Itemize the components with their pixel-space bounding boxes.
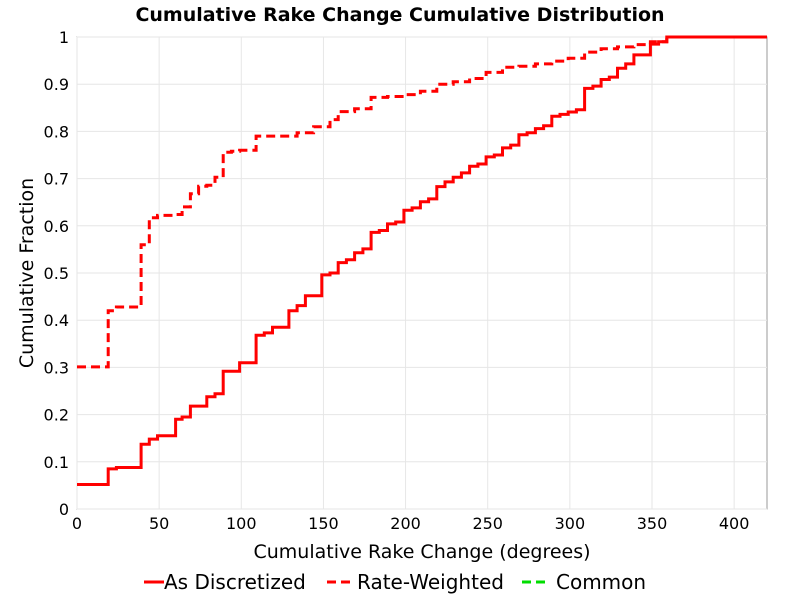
x-tick-label: 350 xyxy=(637,514,668,533)
x-tick-label: 200 xyxy=(390,514,421,533)
grid-lines xyxy=(76,36,767,510)
y-tick-label: 0.6 xyxy=(44,217,69,236)
x-tick-label: 300 xyxy=(555,514,586,533)
y-tick-label: 0 xyxy=(59,500,69,519)
y-tick-label: 0.9 xyxy=(44,75,69,94)
y-tick-label: 0.2 xyxy=(44,406,69,425)
legend: As Discretized Rate-Weighted Common xyxy=(144,570,646,594)
y-tick-label: 0.1 xyxy=(44,453,69,472)
y-tick-label: 0.8 xyxy=(44,122,69,141)
x-tick-label: 100 xyxy=(226,514,257,533)
x-axis-ticks: 0 50 100 150 200 250 300 350 400 xyxy=(72,514,750,533)
x-tick-label: 150 xyxy=(308,514,339,533)
y-tick-label: 0.5 xyxy=(44,264,69,283)
legend-label: As Discretized xyxy=(164,570,306,594)
y-axis-ticks: 0 0.1 0.2 0.3 0.4 0.5 0.6 0.7 0.8 0.9 1 xyxy=(44,28,69,519)
series-line-rate-weighted xyxy=(77,35,767,369)
y-tick-label: 0.3 xyxy=(44,358,69,377)
x-tick-label: 250 xyxy=(472,514,503,533)
y-tick-label: 1 xyxy=(59,28,69,47)
y-tick-label: 0.7 xyxy=(44,170,69,189)
y-axis-label: Cumulative Fraction xyxy=(16,178,38,368)
y-tick-label: 0.4 xyxy=(44,311,69,330)
x-tick-label: 400 xyxy=(719,514,750,533)
x-axis-label: Cumulative Rake Change (degrees) xyxy=(253,541,590,563)
legend-label: Common xyxy=(556,570,646,594)
chart-title: Cumulative Rake Change Cumulative Distri… xyxy=(135,4,664,26)
legend-label: Rate-Weighted xyxy=(357,570,504,594)
x-tick-label: 0 xyxy=(72,514,82,533)
series-line-as-discretized xyxy=(77,35,767,486)
series-layer xyxy=(77,35,767,486)
x-tick-label: 50 xyxy=(149,514,169,533)
